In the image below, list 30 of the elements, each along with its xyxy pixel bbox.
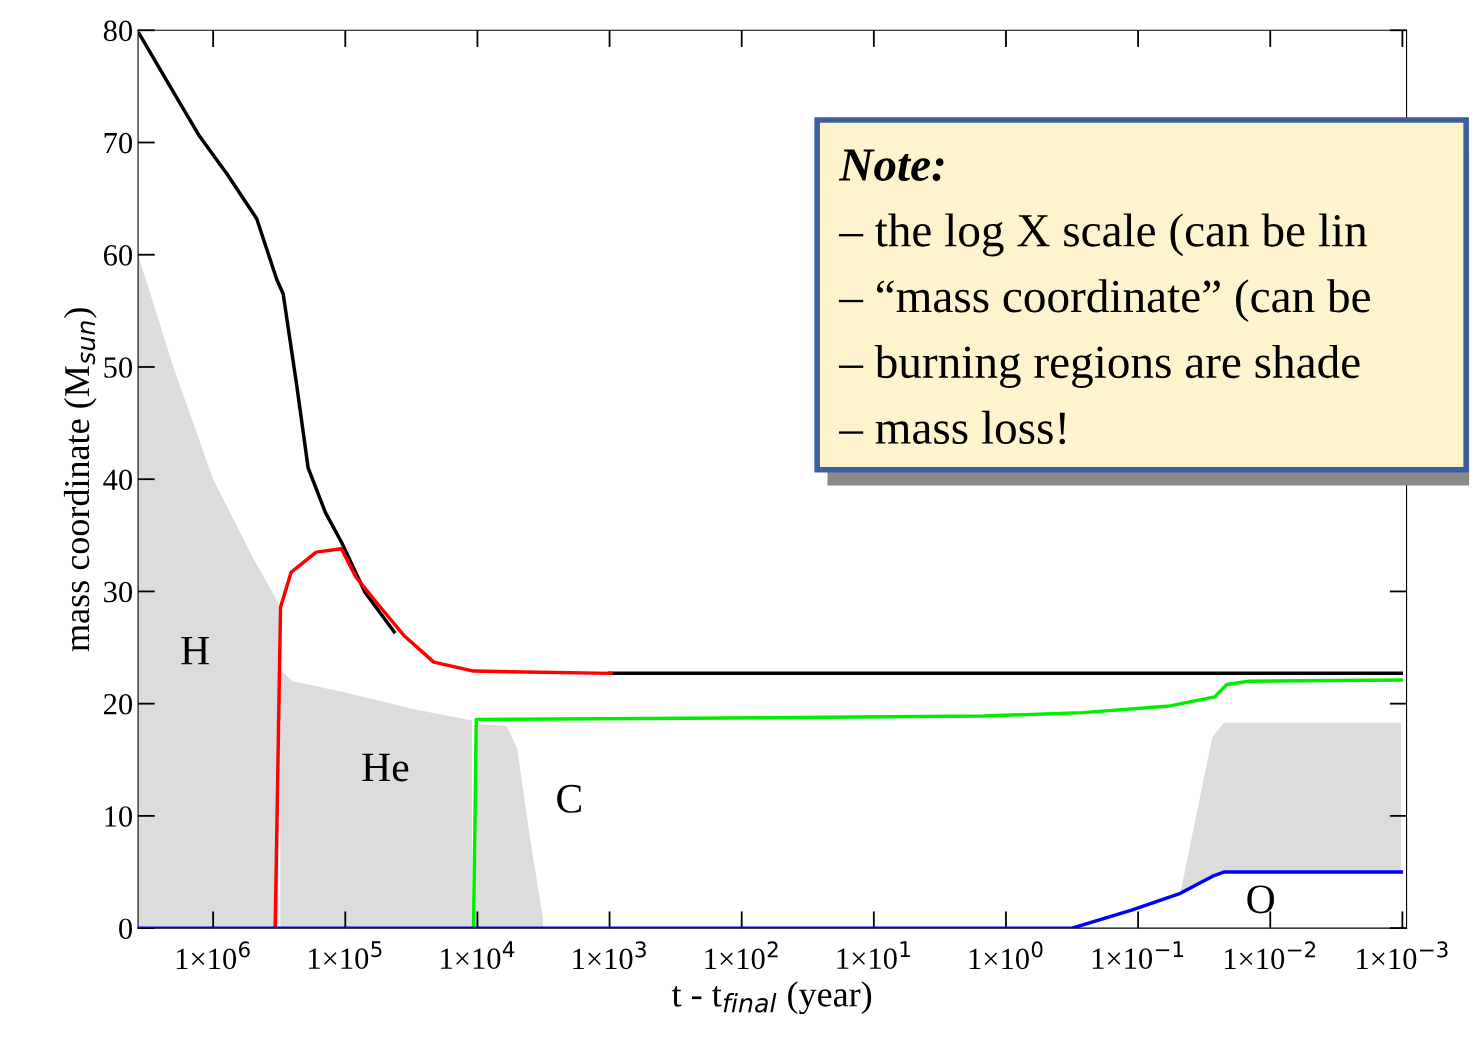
y-tick-label: 0 bbox=[119, 918, 133, 940]
x-tick-label: 1×10$^{−2}$ bbox=[1224, 941, 1316, 970]
annotation: O bbox=[1247, 885, 1275, 914]
y-tick-label: 20 bbox=[103, 693, 133, 715]
annotation: – burning regions are shade bbox=[838, 344, 1360, 388]
y-tick-label: 80 bbox=[103, 20, 133, 42]
x-tick-label: 1×10$^{5}$ bbox=[309, 941, 382, 969]
x-tick-label: 1×10$^{2}$ bbox=[705, 941, 778, 970]
y-tick-label: 70 bbox=[104, 132, 133, 154]
x-tick-label: 1×10$^{−1}$ bbox=[1092, 941, 1184, 969]
x-axis-title: t - t$_{final}$ (year) bbox=[671, 981, 872, 1015]
annotation: – “mass coordinate” (can be bbox=[838, 279, 1370, 323]
y-axis-title: mass coordinate (M$_{sun}$) bbox=[63, 308, 97, 652]
x-tick-label: 1×10$^{6}$ bbox=[176, 941, 250, 970]
y-tick-label: 30 bbox=[104, 581, 133, 603]
y-tick-label: 40 bbox=[103, 469, 133, 491]
y-tick-label: 10 bbox=[105, 806, 133, 827]
annotation: He bbox=[362, 753, 409, 782]
x-tick-label: 1×10$^{4}$ bbox=[441, 941, 515, 969]
y-tick-label: 60 bbox=[103, 245, 133, 266]
annotation: C bbox=[557, 784, 581, 813]
annotation: – mass loss! bbox=[838, 410, 1066, 445]
annotation: – the log X scale (can be lin bbox=[838, 213, 1367, 257]
x-tick-label: 1×10$^{0}$ bbox=[969, 941, 1043, 970]
annotation: Note: bbox=[838, 149, 944, 182]
x-tick-label: 1×10$^{3}$ bbox=[573, 941, 646, 970]
x-tick-label: 1×10$^{−3}$ bbox=[1357, 941, 1448, 970]
x-tick-label: 1×10$^{1}$ bbox=[837, 941, 910, 969]
y-tick-label: 50 bbox=[104, 357, 133, 378]
annotation: H bbox=[181, 637, 209, 665]
